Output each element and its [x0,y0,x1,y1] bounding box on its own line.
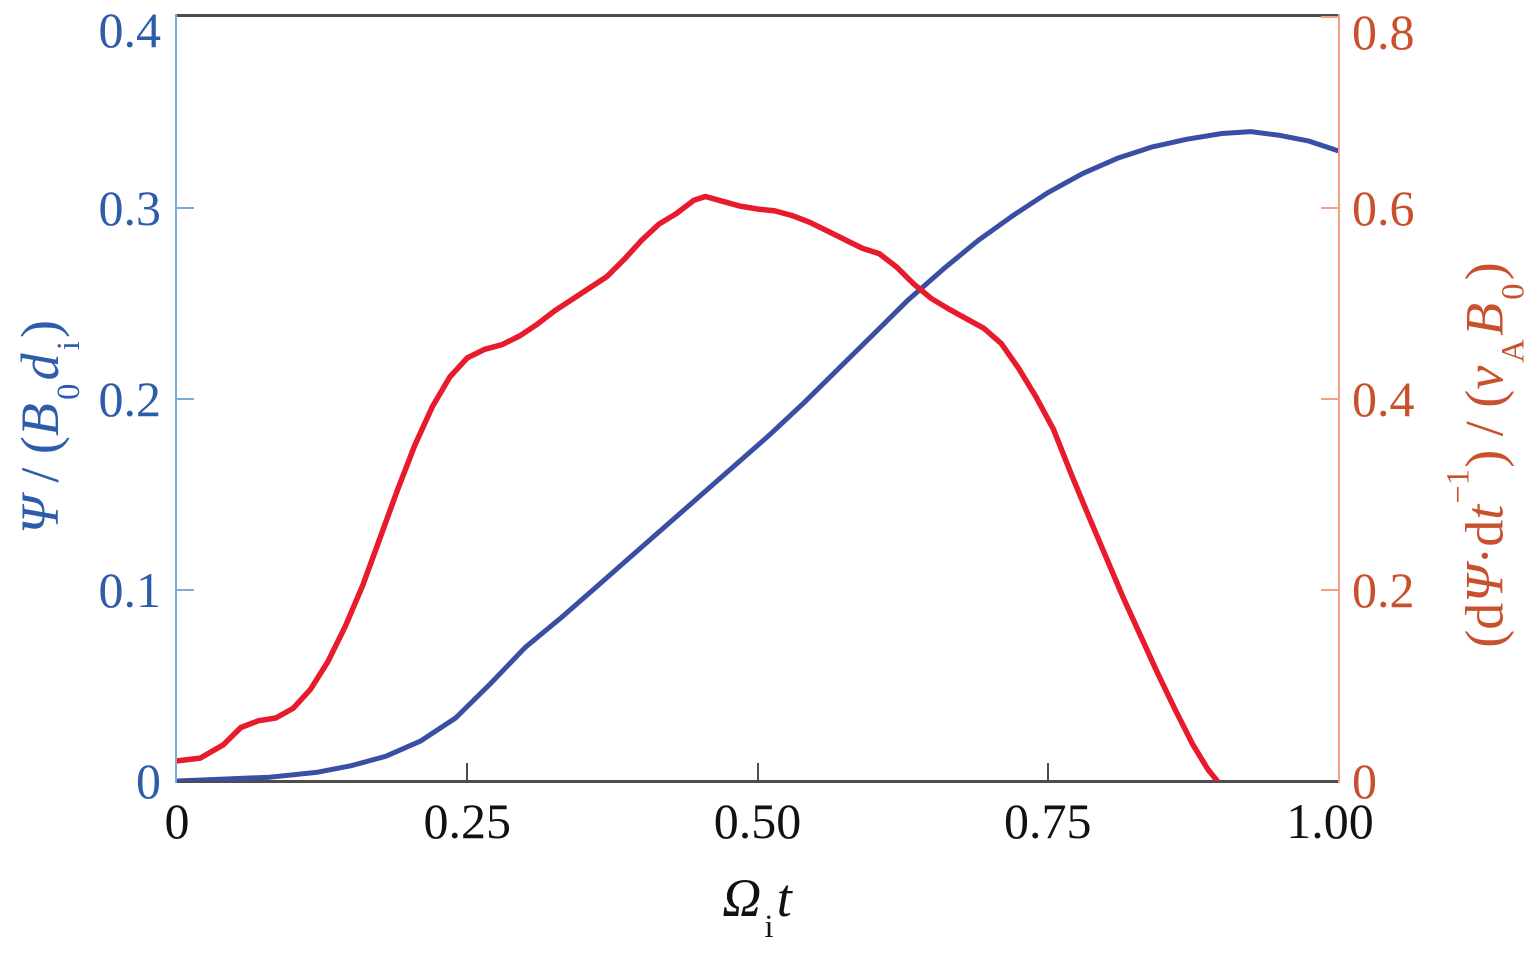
curves-svg [174,129,1341,784]
formula-part: Ψ [10,496,71,535]
formula-part: Ω [722,868,762,928]
formula-part: ·d [1454,519,1515,565]
formula-part: A [1495,339,1532,363]
x-tick-label: 1.00 [1286,793,1374,849]
formula-part: t [1454,504,1515,520]
right-axis-line [1338,14,1340,783]
formula-part: d [10,353,71,381]
right-tick-mark [1321,16,1338,18]
x-tick-mark [1046,763,1049,781]
right-y-axis-label: (dΨ·dt−1) / (vAB 0) [1441,262,1535,648]
formula-part: v [1454,365,1515,390]
left-tick-label: 0.2 [98,371,162,427]
plot-area [174,17,1341,784]
right-tick-label: 0.6 [1352,180,1415,236]
x-tick-label: 0 [164,793,190,849]
right-tick-label: 0.8 [1352,4,1415,60]
psi-flux-curve [174,129,1341,784]
formula-part: 0 [50,383,87,400]
formula-part: i [764,908,774,945]
x-tick-mark [466,763,469,781]
right-tick-label: 0.4 [1352,371,1415,427]
left-tick-mark [177,589,194,591]
right-tick-mark [1321,207,1338,209]
bottom-axis-line [175,780,1340,783]
left-tick-label: 0.1 [98,562,162,618]
left-tick-label: 0.3 [98,180,162,236]
formula-part: −1 [1441,469,1478,504]
formula-part: ) [1454,262,1515,281]
right-tick-label: 0 [1352,753,1377,809]
reconnection-rate-curve [174,193,1221,784]
right-tick-label: 0.2 [1352,562,1415,618]
formula-part: / ( [10,436,71,497]
x-tick-label: 0.75 [1004,793,1092,849]
formula-part: Ψ [1454,564,1515,603]
formula-part: (d [1454,602,1515,648]
formula-part: i [50,341,87,351]
formula-part: B [10,403,71,437]
formula-part: B [1454,302,1515,336]
formula-part: 0 [1495,283,1532,300]
x-axis-label: Ωit [722,868,792,948]
x-tick-label: 0.25 [423,793,512,849]
left-y-axis-label: Ψ / (B 0 di) [10,320,90,534]
left-tick-label: 0.4 [98,2,162,58]
top-axis-line [175,14,1340,17]
right-tick-mark [1321,589,1338,591]
formula-part: ) [10,319,71,338]
x-tick-mark [756,763,759,781]
right-tick-mark [1321,398,1338,400]
x-tick-label: 0.50 [713,793,802,849]
left-tick-label: 0 [136,753,161,809]
left-axis-line [175,14,177,783]
left-tick-mark [177,398,194,400]
left-tick-mark [177,207,194,209]
formula-part: t [776,868,792,928]
formula-part: ) / ( [1454,389,1515,468]
